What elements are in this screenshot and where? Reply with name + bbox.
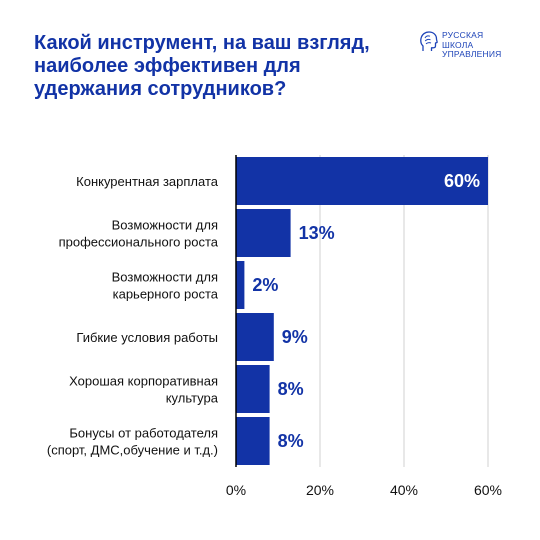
logo-text: РУССКАЯ ШКОЛА УПРАВЛЕНИЯ xyxy=(442,30,502,59)
chart-title: Какой инструмент, на ваш взгляд, наиболе… xyxy=(34,32,370,100)
x-tick-label: 0% xyxy=(226,482,246,498)
x-tick-label: 60% xyxy=(474,482,502,498)
bar xyxy=(236,209,291,257)
category-label: Возможности для xyxy=(112,218,218,233)
data-label: 60% xyxy=(444,171,480,191)
category-label: Конкурентная зарплата xyxy=(76,174,219,189)
data-label: 2% xyxy=(252,275,278,295)
x-tick-label: 20% xyxy=(306,482,334,498)
category-label: Хорошая корпоративная xyxy=(69,374,218,389)
category-label: (спорт, ДМС,обучение и т.д.) xyxy=(47,443,218,458)
head-profile-icon xyxy=(420,31,438,51)
category-label: Возможности для xyxy=(112,270,218,285)
bar xyxy=(236,313,274,361)
data-label: 8% xyxy=(278,431,304,451)
x-tick-label: 40% xyxy=(390,482,418,498)
category-label: профессионального роста xyxy=(59,235,219,250)
category-label: карьерного роста xyxy=(113,287,219,302)
logo: РУССКАЯ ШКОЛА УПРАВЛЕНИЯ xyxy=(420,30,502,60)
bar xyxy=(236,157,488,205)
data-label: 9% xyxy=(282,327,308,347)
category-label: Гибкие условия работы xyxy=(76,330,218,345)
category-label: Бонусы от работодателя xyxy=(69,426,218,441)
data-label: 8% xyxy=(278,379,304,399)
bar xyxy=(236,365,270,413)
bar xyxy=(236,261,245,309)
bar xyxy=(236,417,270,465)
category-label: культура xyxy=(166,391,219,406)
data-label: 13% xyxy=(299,223,335,243)
